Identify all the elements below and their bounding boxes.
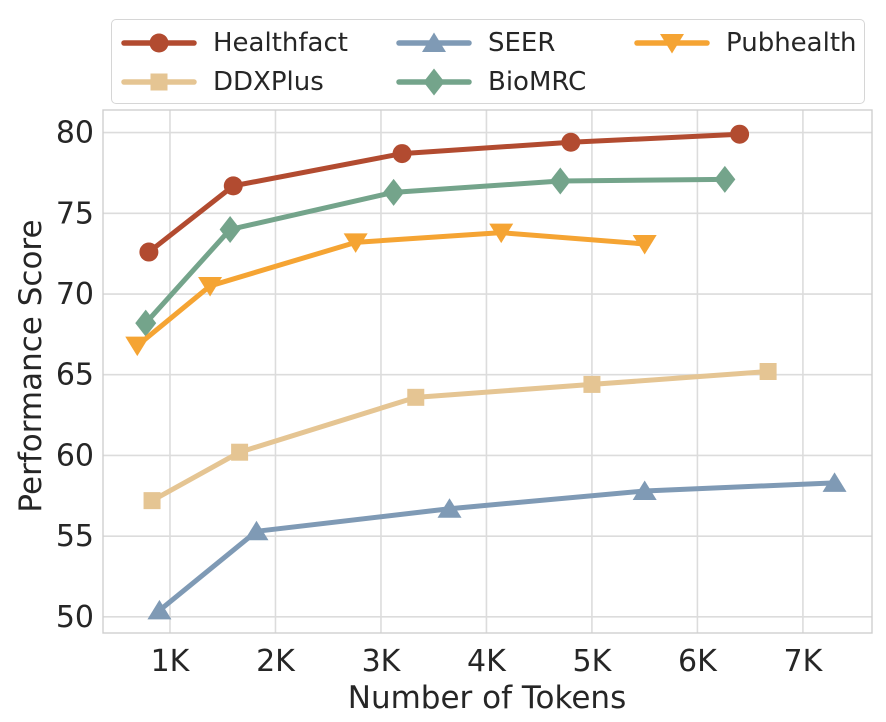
- data-point-ddxplus: [759, 363, 777, 380]
- data-point-pubhealth: [489, 223, 514, 244]
- data-point-pubhealth: [198, 276, 223, 297]
- legend-item-biomrc: BioMRC: [396, 62, 634, 101]
- data-point-seer: [632, 480, 657, 500]
- y-tick-label: 50: [56, 600, 94, 635]
- data-point-seer: [822, 472, 847, 492]
- healthfact-circle-marker-icon: [121, 33, 197, 52]
- data-point-healthfact: [561, 132, 581, 152]
- pubhealth-triangle-down-marker-icon: [634, 33, 710, 53]
- x-tick-label: 4K: [467, 644, 507, 679]
- y-tick-label: 70: [56, 277, 94, 312]
- data-point-healthfact: [730, 124, 750, 144]
- ddxplus-square-marker-icon: [121, 73, 197, 90]
- x-tick-label: 7K: [784, 644, 824, 679]
- y-tick-label: 55: [56, 519, 94, 554]
- data-point-biomrc: [219, 215, 241, 243]
- y-tick-label: 60: [56, 438, 94, 473]
- series-line-seer: [156, 480, 838, 613]
- legend-item-pubhealth: Pubhealth: [634, 23, 858, 62]
- data-point-ddxplus: [231, 443, 249, 461]
- biomrc-diamond-marker-icon: [396, 68, 472, 95]
- x-tick-label: 1K: [151, 644, 191, 679]
- y-tick-label: 65: [56, 358, 94, 393]
- series-line-biomrc: [143, 176, 728, 326]
- legend-label-pubhealth: Pubhealth: [726, 27, 857, 58]
- data-point-seer: [147, 599, 172, 620]
- legend-item-healthfact: Healthfact: [121, 23, 396, 62]
- x-tick-label: 5K: [573, 644, 613, 679]
- x-tick-label: 6K: [678, 644, 718, 679]
- legend-label-ddxplus: DDXPlus: [213, 66, 324, 97]
- legend-marker: [660, 33, 684, 53]
- legend-label-biomrc: BioMRC: [488, 66, 587, 97]
- data-point-pubhealth: [343, 233, 368, 253]
- series-line-ddxplus: [149, 369, 771, 504]
- data-point-ddxplus: [407, 388, 425, 406]
- y-tick-label: 80: [56, 116, 94, 151]
- x-tick-label: 2K: [256, 644, 296, 679]
- data-point-healthfact: [392, 144, 412, 164]
- data-point-ddxplus: [143, 492, 161, 510]
- data-point-pubhealth: [125, 336, 150, 357]
- legend-marker: [150, 73, 168, 90]
- x-axis-title: Number of Tokens: [347, 680, 627, 716]
- data-point-biomrc: [549, 167, 571, 195]
- plot-border: [102, 109, 873, 634]
- legend-label-seer: SEER: [488, 27, 556, 58]
- legend-marker: [423, 68, 445, 95]
- data-point-healthfact: [139, 242, 159, 262]
- legend-item-ddxplus: DDXPlus: [121, 62, 396, 101]
- y-tick-label: 75: [56, 196, 94, 231]
- legend-item-seer: SEER: [396, 23, 634, 62]
- legend: Healthfact DDXPlus SEER BioMRC Pubhealth: [111, 19, 865, 104]
- data-point-ddxplus: [583, 375, 601, 393]
- data-point-healthfact: [223, 176, 243, 196]
- legend-marker: [422, 32, 446, 52]
- data-point-seer: [244, 520, 269, 541]
- legend-label-healthfact: Healthfact: [213, 27, 348, 58]
- y-axis-title: Performance Score: [13, 219, 49, 513]
- data-point-biomrc: [135, 309, 157, 337]
- data-point-biomrc: [714, 165, 736, 193]
- legend-marker: [149, 33, 169, 52]
- x-tick-label: 3K: [362, 644, 402, 679]
- data-point-biomrc: [383, 178, 405, 206]
- data-point-pubhealth: [632, 234, 657, 255]
- data-point-seer: [437, 498, 462, 518]
- seer-triangle-up-marker-icon: [396, 32, 472, 52]
